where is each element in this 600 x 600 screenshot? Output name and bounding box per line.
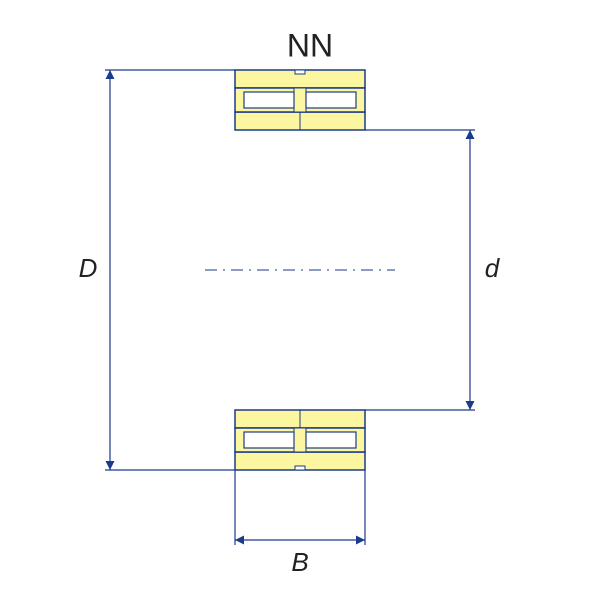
- dimension-B-label: B: [291, 547, 308, 577]
- dimension-d-label: d: [485, 253, 501, 283]
- bearing-cross-section-diagram: NN Dd B: [0, 0, 600, 600]
- dimension-D-label: D: [79, 253, 98, 283]
- diagram-title: NN: [287, 27, 333, 63]
- bearing-section: [235, 70, 365, 130]
- bearing-section: [235, 410, 365, 470]
